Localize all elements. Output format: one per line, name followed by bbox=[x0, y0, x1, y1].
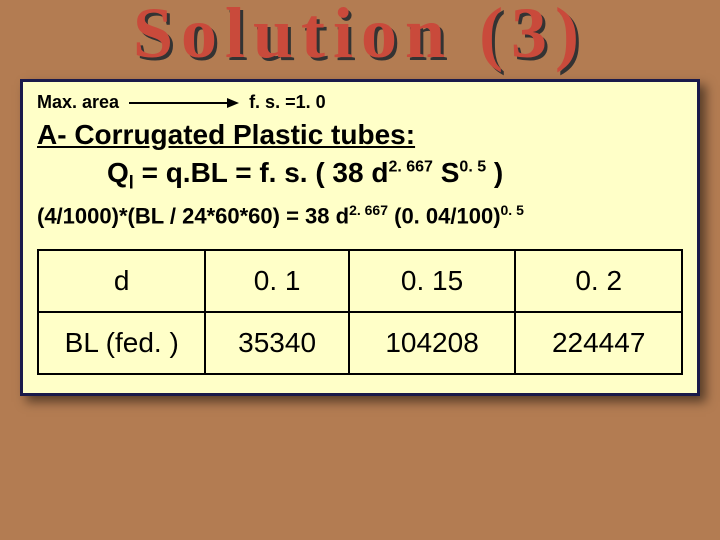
section-heading: A- Corrugated Plastic tubes: bbox=[37, 119, 683, 151]
table-cell: 104208 bbox=[349, 312, 516, 374]
table-header-v2: 0. 15 bbox=[349, 250, 516, 312]
calc-mid: (0. 04/100) bbox=[388, 203, 501, 228]
content-box: Max. area f. s. =1. 0 A- Corrugated Plas… bbox=[20, 79, 700, 396]
slide-title: Solution (3) bbox=[0, 0, 720, 75]
eq-s: S bbox=[433, 157, 459, 188]
arrow-right-icon bbox=[129, 95, 239, 111]
max-area-label: Max. area bbox=[37, 92, 119, 113]
table-header-d: d bbox=[38, 250, 205, 312]
calc-exp1: 2. 667 bbox=[349, 202, 388, 218]
eq-q: Q bbox=[107, 157, 129, 188]
main-equation: Ql = q.BL = f. s. ( 38 d2. 667 S0. 5 ) bbox=[107, 157, 683, 194]
table-row: d 0. 1 0. 15 0. 2 bbox=[38, 250, 682, 312]
table-row-label: BL (fed. ) bbox=[38, 312, 205, 374]
max-area-row: Max. area f. s. =1. 0 bbox=[37, 92, 683, 113]
table-header-v3: 0. 2 bbox=[515, 250, 682, 312]
eq-exp1: 2. 667 bbox=[388, 159, 432, 176]
eq-exp2: 0. 5 bbox=[459, 159, 486, 176]
table-cell: 35340 bbox=[205, 312, 348, 374]
table-cell: 224447 bbox=[515, 312, 682, 374]
eq-mid: = q.BL = f. s. ( 38 d bbox=[134, 157, 389, 188]
table-header-v1: 0. 1 bbox=[205, 250, 348, 312]
table-row: BL (fed. ) 35340 104208 224447 bbox=[38, 312, 682, 374]
calculation-line: (4/1000)*(BL / 24*60*60) = 38 d2. 667 (0… bbox=[37, 202, 683, 229]
eq-close: ) bbox=[486, 157, 503, 188]
results-table: d 0. 1 0. 15 0. 2 BL (fed. ) 35340 10420… bbox=[37, 249, 683, 375]
calc-exp2: 0. 5 bbox=[501, 202, 524, 218]
fs-value: f. s. =1. 0 bbox=[249, 92, 326, 113]
calc-left: (4/1000)*(BL / 24*60*60) = 38 d bbox=[37, 203, 349, 228]
